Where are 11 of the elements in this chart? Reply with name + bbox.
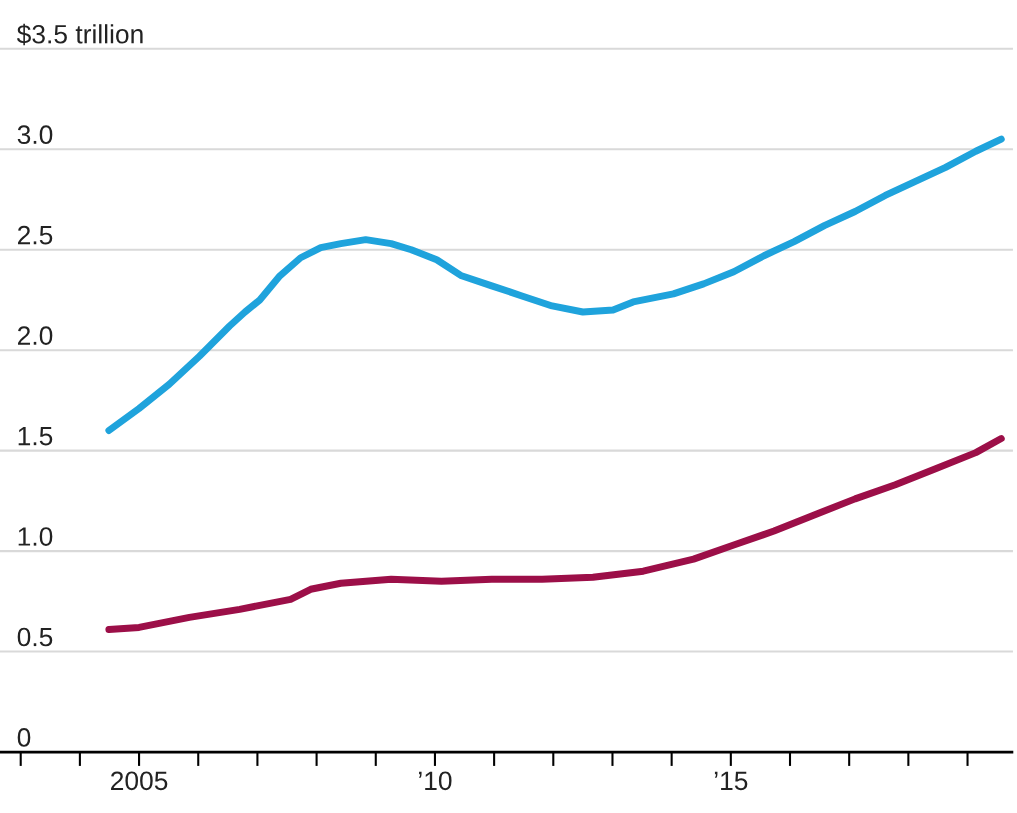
x-tick-label: 2005 [111,771,168,791]
y-tick-label: 2.0 [17,326,53,345]
y-tick-label: 3.0 [17,125,53,145]
x-tick-label: ’15 [714,771,748,791]
y-tick-label: 0 [17,728,31,747]
x-tick-label: ’10 [418,771,452,791]
y-tick-label: 1.5 [18,427,53,446]
y-tick-label: 2.5 [17,225,53,245]
y-tick-label: $3.5 trillion [16,23,143,46]
y-tick-label: 1.0 [18,527,53,546]
y-tick-label: 0.5 [17,627,53,647]
